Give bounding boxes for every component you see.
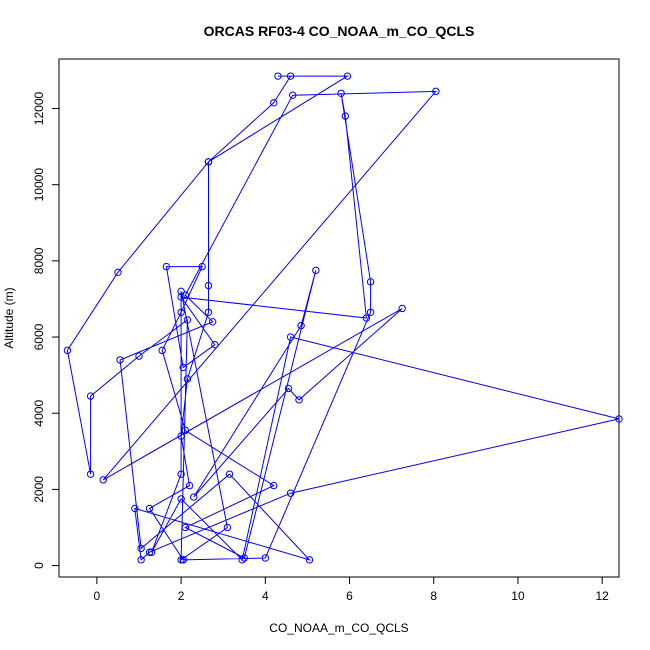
data-point <box>432 87 440 96</box>
data-point <box>86 392 95 400</box>
plot-frame <box>58 58 620 578</box>
data-point <box>181 523 190 532</box>
data-point <box>208 318 217 326</box>
y-tick-label: 8000 <box>32 247 46 274</box>
data-point <box>343 72 352 80</box>
data-point <box>225 470 234 478</box>
data-point <box>312 266 320 275</box>
data-point <box>162 262 171 271</box>
data-point <box>286 333 295 341</box>
data-point <box>177 308 185 316</box>
data-point <box>114 268 122 276</box>
data-point <box>179 363 187 372</box>
x-tick-label: 2 <box>178 589 185 603</box>
data-point <box>295 396 303 404</box>
data-point <box>177 495 185 503</box>
y-axis-label: Altitude (m) <box>2 287 16 348</box>
y-tick-label: 12000 <box>32 92 46 126</box>
x-axis: 0 2 4 6 8 10 12 <box>94 576 609 603</box>
data-point <box>99 476 107 484</box>
data-point <box>137 544 145 553</box>
data-point <box>190 493 198 501</box>
y-tick-label: 0 <box>32 562 46 569</box>
data-point <box>177 470 185 478</box>
data-point <box>177 432 185 440</box>
data-point <box>204 308 213 316</box>
x-tick-label: 6 <box>346 589 353 603</box>
data-point <box>238 556 246 564</box>
data-point <box>261 554 270 562</box>
data-point <box>204 281 213 290</box>
data-point <box>211 340 219 349</box>
data-point <box>270 99 278 107</box>
x-tick-label: 4 <box>262 589 269 603</box>
data-point <box>131 504 139 513</box>
x-tick-label: 8 <box>430 589 437 603</box>
x-tick-label: 12 <box>595 589 609 603</box>
data-point <box>286 72 295 80</box>
data-point <box>116 356 124 364</box>
data-point <box>615 415 623 423</box>
data-point <box>183 375 192 383</box>
data-point <box>223 523 232 532</box>
data-point <box>240 554 248 562</box>
data-point <box>284 384 293 393</box>
data-point <box>135 352 143 360</box>
data-point <box>158 346 166 355</box>
data-point <box>198 262 206 271</box>
chart-title: ORCAS RF03-4 CO_NOAA_m_CO_QCLS <box>204 23 475 39</box>
data-point <box>181 291 190 299</box>
data-point <box>366 308 375 316</box>
data-point <box>145 504 154 513</box>
y-tick-label: 2000 <box>32 476 46 503</box>
data-point <box>179 556 187 564</box>
data-point <box>183 316 192 324</box>
y-axis: 0 2000 4000 6000 8000 10000 12000 <box>32 92 60 569</box>
data-point <box>286 489 295 497</box>
data-point <box>204 158 213 166</box>
data-point <box>177 287 185 296</box>
data-point <box>147 548 156 556</box>
data-point <box>297 321 305 330</box>
data-point <box>181 426 190 435</box>
series-lines <box>66 75 620 561</box>
series-line <box>66 75 620 561</box>
data-point <box>398 304 406 313</box>
y-tick-label: 6000 <box>32 323 46 350</box>
data-point <box>362 314 371 322</box>
data-point <box>145 548 154 556</box>
data-point <box>270 481 278 490</box>
series-points <box>63 72 623 564</box>
y-tick-label: 10000 <box>32 168 46 202</box>
data-point <box>305 556 314 564</box>
x-axis-label: CO_NOAA_m_CO_QCLS <box>269 621 408 635</box>
data-point <box>337 89 345 97</box>
data-point <box>341 112 350 120</box>
data-point <box>63 346 72 355</box>
data-point <box>274 72 282 80</box>
data-point <box>366 278 375 286</box>
data-point <box>86 470 95 478</box>
data-point <box>177 556 185 564</box>
data-point <box>137 556 145 564</box>
data-point <box>288 91 297 99</box>
data-point <box>177 293 185 301</box>
x-tick-label: 10 <box>511 589 525 603</box>
data-point <box>185 481 194 490</box>
x-tick-label: 0 <box>94 589 101 603</box>
y-tick-label: 4000 <box>32 400 46 427</box>
